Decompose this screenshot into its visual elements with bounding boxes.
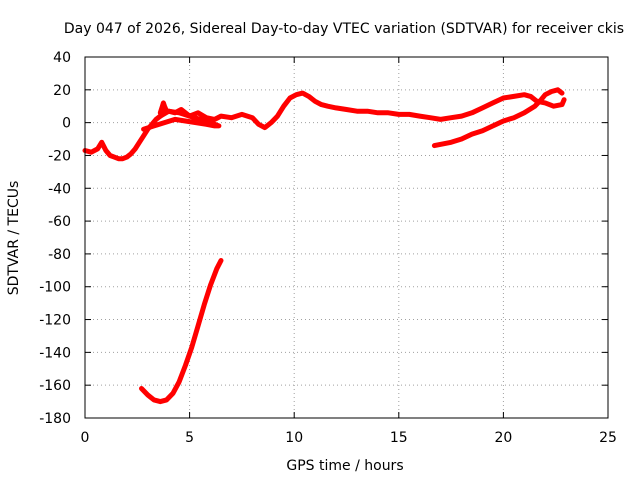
y-tick-label: -80 [48,247,71,263]
y-tick-label: 20 [53,83,71,99]
y-tick-label: -140 [39,345,71,361]
y-tick-label: 40 [53,50,71,66]
y-tick-label: -100 [39,280,71,296]
series-spike-trace [157,100,170,116]
series-lower-curve [139,258,224,405]
y-tick-label: -60 [48,214,71,230]
y-axis-label: SDTVAR / TECUs [6,181,22,296]
series-upper-arc-trace [534,97,567,109]
data-series [82,87,567,405]
y-tick-label: -160 [39,378,71,394]
plot-frame [84,56,609,419]
x-tick-label: 25 [599,430,617,446]
y-tick-label: -180 [39,411,71,427]
chart-title: Day 047 of 2026, Sidereal Day-to-day VTE… [64,21,624,37]
x-tick-label: 5 [185,430,194,446]
series-second-late-trace [431,87,565,149]
series-main-trace [82,90,540,162]
y-tick-label: -120 [39,313,71,329]
y-tick-label: 0 [62,116,71,132]
axis-ticks: 0 5 10 15 20 25 -180 -160 -140 -120 -100 -80 -60 -40 -… [39,50,617,446]
x-axis-label: GPS time / hours [286,458,403,474]
x-tick-label: 15 [390,430,408,446]
y-tick-label: -40 [48,181,71,197]
y-tick-label: -20 [48,148,71,164]
x-tick-label: 20 [494,430,512,446]
x-tick-label: 0 [81,430,90,446]
x-tick-label: 10 [285,430,303,446]
series-loop-trace [141,108,222,132]
